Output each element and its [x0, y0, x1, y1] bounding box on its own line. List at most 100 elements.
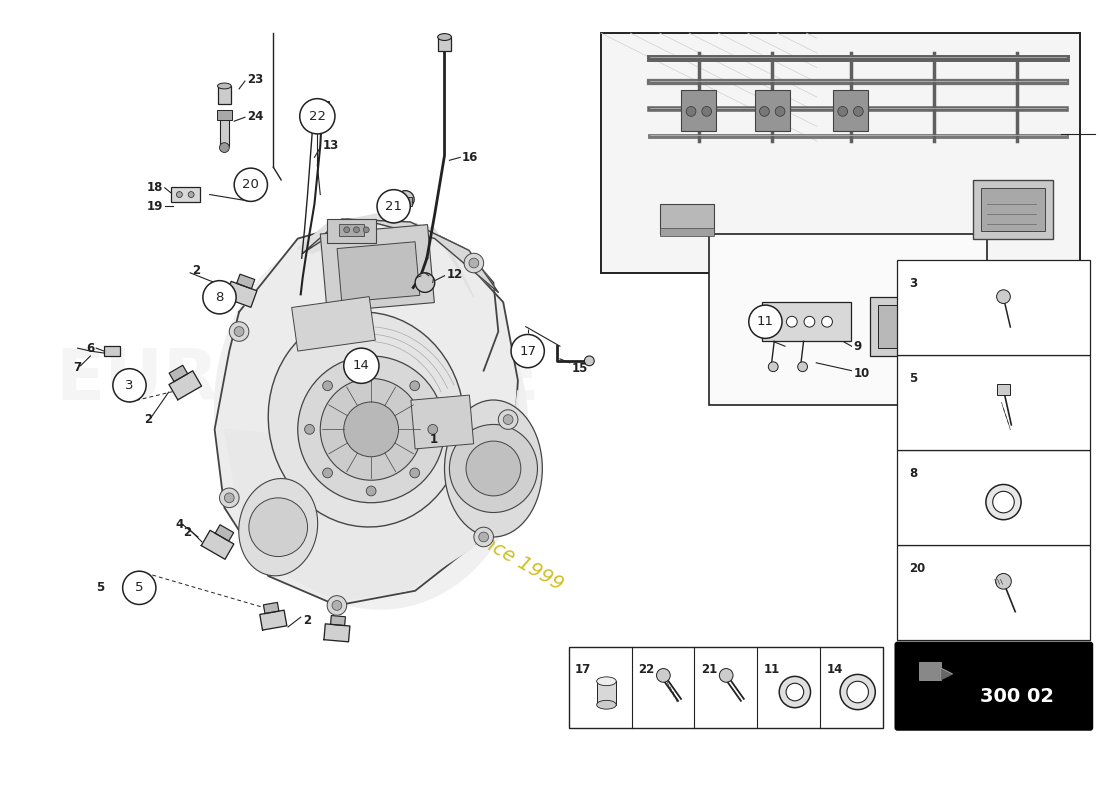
Circle shape: [410, 381, 419, 390]
Ellipse shape: [239, 478, 318, 576]
Text: 14: 14: [826, 663, 843, 676]
Text: 3: 3: [125, 379, 134, 392]
Polygon shape: [169, 371, 201, 400]
Text: 23: 23: [246, 73, 263, 86]
Bar: [762, 302, 850, 342]
Circle shape: [798, 362, 807, 372]
Circle shape: [1034, 325, 1068, 358]
Text: 17: 17: [519, 345, 536, 358]
Text: 9: 9: [854, 340, 861, 353]
Circle shape: [478, 532, 488, 542]
Bar: [337, 242, 420, 302]
Circle shape: [249, 498, 308, 557]
Bar: [218, 86, 231, 103]
Bar: [220, 118, 229, 146]
Text: 21: 21: [701, 663, 717, 676]
Text: 2: 2: [302, 614, 311, 626]
Bar: [918, 662, 940, 680]
Text: 3: 3: [1008, 337, 1015, 350]
Polygon shape: [224, 390, 518, 601]
Circle shape: [996, 574, 1011, 589]
Text: 20: 20: [242, 178, 260, 191]
Bar: [980, 188, 1045, 230]
Polygon shape: [226, 282, 257, 307]
Text: 18: 18: [146, 182, 163, 194]
Circle shape: [298, 356, 444, 502]
Circle shape: [229, 322, 249, 342]
Text: 14: 14: [353, 359, 370, 372]
Circle shape: [327, 596, 346, 615]
Circle shape: [224, 493, 234, 502]
Circle shape: [466, 441, 520, 496]
Polygon shape: [298, 214, 474, 298]
Bar: [320, 225, 434, 312]
Circle shape: [450, 425, 538, 513]
Text: 22: 22: [309, 110, 326, 122]
Circle shape: [305, 425, 315, 434]
Circle shape: [377, 190, 410, 223]
Circle shape: [657, 669, 670, 682]
Circle shape: [234, 326, 244, 337]
Circle shape: [332, 601, 342, 610]
Circle shape: [234, 168, 267, 202]
Circle shape: [474, 527, 494, 546]
Bar: [170, 186, 200, 202]
Text: 5: 5: [910, 372, 917, 386]
Polygon shape: [216, 525, 233, 541]
Polygon shape: [201, 530, 234, 559]
Ellipse shape: [213, 230, 528, 610]
Text: 6: 6: [86, 342, 95, 354]
Bar: [104, 346, 120, 356]
Text: 11: 11: [763, 663, 780, 676]
Text: 2: 2: [1002, 335, 1010, 348]
Text: 5: 5: [135, 582, 143, 594]
Bar: [997, 384, 1010, 395]
Bar: [833, 90, 868, 131]
Text: 10: 10: [854, 367, 870, 380]
Text: 16: 16: [462, 151, 478, 164]
Circle shape: [366, 363, 376, 373]
Polygon shape: [264, 602, 279, 614]
Circle shape: [188, 192, 194, 198]
Text: 1: 1: [430, 433, 438, 446]
Circle shape: [719, 669, 733, 682]
Circle shape: [512, 334, 544, 368]
Circle shape: [584, 356, 594, 366]
Circle shape: [847, 682, 868, 702]
Bar: [438, 37, 451, 50]
Text: 22: 22: [638, 663, 654, 676]
Circle shape: [786, 316, 798, 327]
Bar: [398, 197, 412, 206]
Circle shape: [749, 305, 782, 338]
Bar: [596, 682, 616, 705]
Circle shape: [176, 192, 183, 198]
Circle shape: [397, 190, 415, 208]
Ellipse shape: [596, 700, 616, 709]
Bar: [708, 234, 988, 405]
Circle shape: [779, 676, 811, 708]
Circle shape: [786, 683, 804, 701]
Circle shape: [202, 281, 236, 314]
Text: EUROSPARE: EUROSPARE: [56, 346, 540, 415]
Ellipse shape: [444, 400, 542, 537]
Circle shape: [366, 486, 376, 496]
Polygon shape: [260, 610, 287, 630]
Text: 17: 17: [575, 663, 592, 676]
Text: 12: 12: [447, 268, 463, 282]
Circle shape: [822, 316, 833, 327]
Circle shape: [353, 227, 360, 233]
Bar: [898, 450, 1090, 545]
Bar: [898, 260, 1090, 355]
Text: 8: 8: [910, 467, 917, 480]
Bar: [755, 90, 790, 131]
Text: 13: 13: [322, 139, 339, 152]
Circle shape: [113, 369, 146, 402]
Text: 2: 2: [144, 413, 152, 426]
Circle shape: [428, 425, 438, 434]
Circle shape: [769, 316, 780, 327]
Bar: [870, 298, 948, 356]
Circle shape: [322, 381, 332, 390]
Polygon shape: [331, 615, 345, 626]
Circle shape: [686, 106, 696, 116]
Circle shape: [320, 378, 422, 480]
